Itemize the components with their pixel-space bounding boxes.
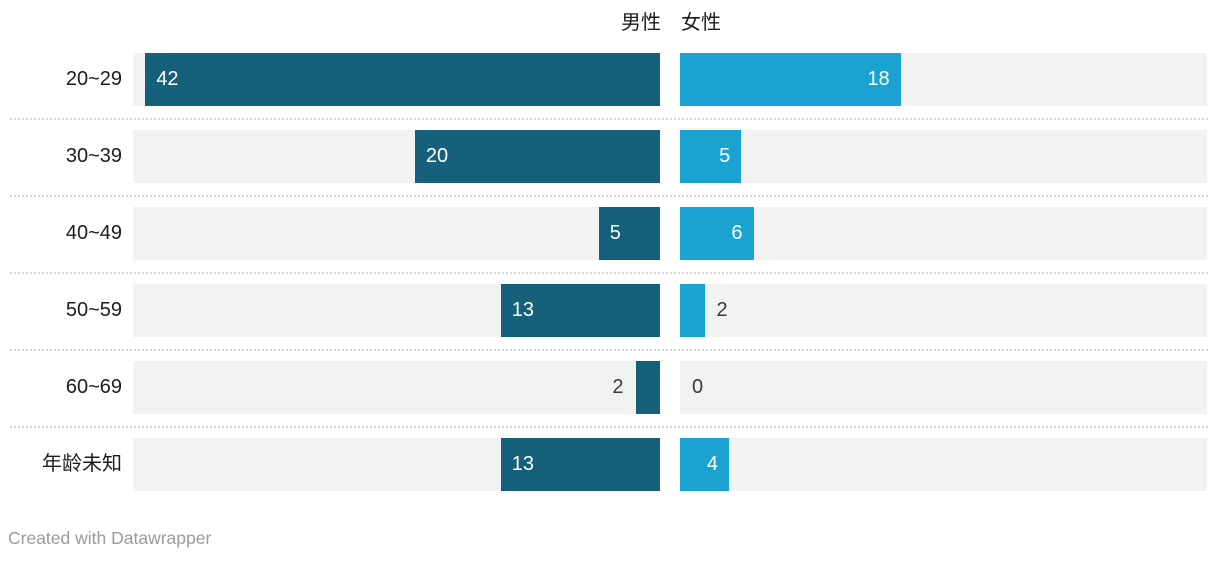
male-bar xyxy=(635,361,660,414)
female-value-label: 2 xyxy=(716,299,728,321)
category-label: 年龄未知 xyxy=(42,453,122,475)
female-value-label: 18 xyxy=(867,68,890,90)
male-value-label: 42 xyxy=(156,68,179,90)
male-value-label: 13 xyxy=(511,453,534,475)
female-bar-track: 18 xyxy=(680,53,1207,106)
female-bar: 18 xyxy=(680,53,901,106)
male-bar-track: 42 xyxy=(133,53,660,106)
male-bar-track: 5 xyxy=(133,207,660,260)
row-separator xyxy=(10,426,1208,428)
female-bar-track: 4 xyxy=(680,438,1207,491)
female-value-label: 4 xyxy=(706,453,718,475)
female-bar: 6 xyxy=(680,207,754,260)
row-separator xyxy=(10,195,1208,197)
row-separator xyxy=(10,272,1208,274)
male-value-label: 13 xyxy=(511,299,534,321)
male-bar: 20 xyxy=(414,130,660,183)
male-value-label: 5 xyxy=(609,222,621,244)
male-value-label: 2 xyxy=(612,376,624,398)
male-bar: 13 xyxy=(500,438,660,491)
female-bar-track: 5 xyxy=(680,130,1207,183)
male-bar-track: 20 xyxy=(133,130,660,183)
category-label: 60~69 xyxy=(65,376,122,398)
male-bar-track: 13 xyxy=(133,438,660,491)
category-label: 20~29 xyxy=(65,68,122,90)
female-value-label: 5 xyxy=(719,145,731,167)
female-bar-track: 6 xyxy=(680,207,1207,260)
male-bar-track: 2 xyxy=(133,361,660,414)
female-bar: 5 xyxy=(680,130,742,183)
male-bar: 13 xyxy=(500,284,660,337)
male-bar: 5 xyxy=(598,207,660,260)
male-bar-track: 13 xyxy=(133,284,660,337)
female-bar-track: 2 xyxy=(680,284,1207,337)
male-value-label: 20 xyxy=(425,145,449,167)
female-value-label: 0 xyxy=(692,376,704,398)
category-label: 50~59 xyxy=(65,299,122,321)
category-label: 30~39 xyxy=(65,145,122,167)
row-separator xyxy=(10,118,1208,120)
row-separator xyxy=(10,349,1208,351)
datawrapper-credit-link[interactable]: Created with Datawrapper xyxy=(8,528,212,548)
female-bar-track: 0 xyxy=(680,361,1207,414)
female-value-label: 6 xyxy=(731,222,743,244)
female-bar xyxy=(680,284,705,337)
male-column-header: 男性 xyxy=(621,12,661,34)
female-column-header: 女性 xyxy=(681,12,721,34)
female-bar: 4 xyxy=(680,438,729,491)
category-label: 40~49 xyxy=(65,222,122,244)
male-bar: 42 xyxy=(145,53,660,106)
